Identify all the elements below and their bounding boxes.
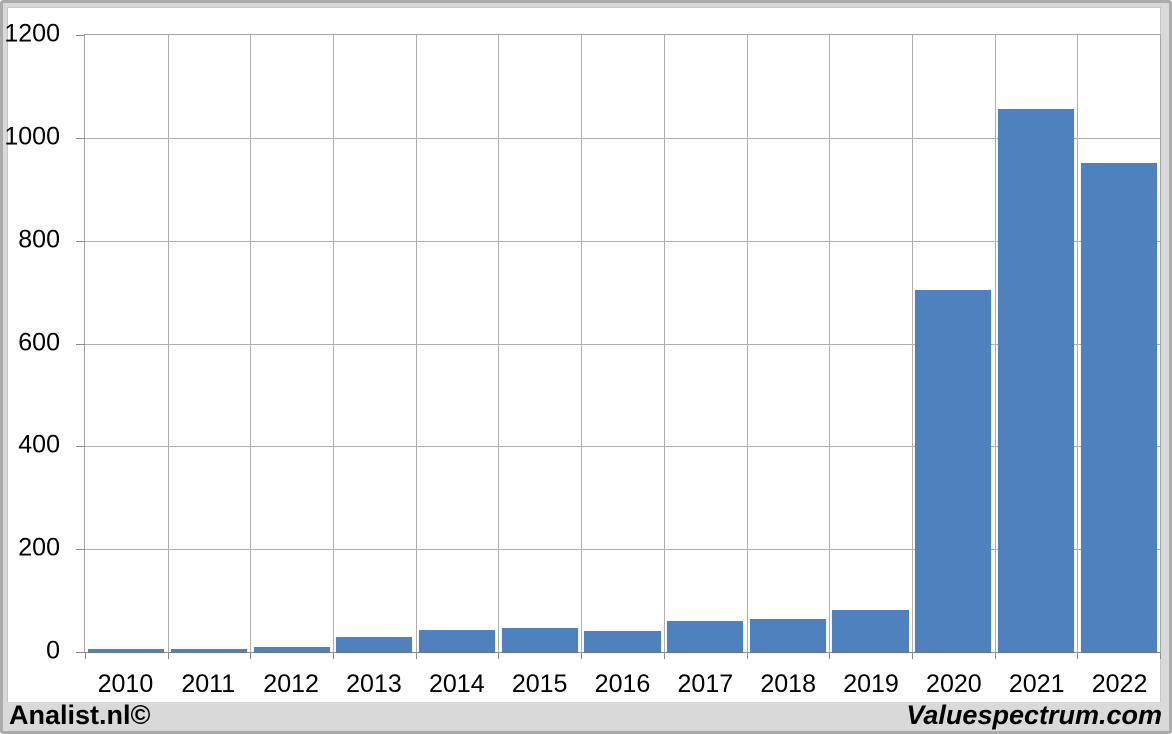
h-gridline-400 (85, 446, 1160, 448)
h-gridline-1000 (85, 137, 1160, 139)
x-tick-6 (581, 653, 583, 659)
v-gridline-2 (250, 35, 252, 652)
x-tick-0 (85, 653, 86, 659)
y-axis-labels: 0 200 400 600 800 1000 1200 (4, 20, 74, 665)
x-axis-label-2016: 2016 (594, 670, 651, 698)
x-axis-label-2012: 2012 (263, 670, 319, 698)
bar-2017 (667, 621, 744, 652)
v-gridline-11 (994, 35, 996, 652)
bar-cell-2016 (581, 35, 664, 652)
x-axis-label-2019: 2019 (843, 670, 899, 698)
bar-2010 (88, 648, 165, 652)
h-gridline-200 (85, 549, 1160, 551)
bar-cell-2012 (250, 35, 333, 652)
v-gridline-7 (663, 35, 665, 652)
x-axis-label-2020: 2020 (926, 670, 982, 698)
v-gridline-8 (746, 35, 748, 652)
y-tick-1200 (76, 35, 85, 36)
bar-cell-2021 (995, 35, 1078, 652)
x-tick-4 (415, 653, 417, 659)
x-axis-label-2010: 2010 (97, 670, 154, 698)
y-axis-label-1200: 1200 (4, 19, 60, 48)
bar-cell-2010 (85, 35, 168, 652)
x-tick-3 (333, 653, 335, 659)
bar-cell-2014 (416, 35, 499, 652)
y-tick-600 (76, 343, 85, 345)
x-tick-8 (746, 653, 748, 659)
bar-2016 (584, 630, 661, 652)
x-tick-9 (829, 653, 831, 659)
bar-cell-2022 (1077, 35, 1160, 652)
x-axis-label-2014: 2014 (428, 670, 485, 698)
bar-2018 (749, 619, 826, 652)
source-analist-label: Analist.nl© (9, 700, 151, 730)
x-axis-label-2015: 2015 (511, 670, 568, 698)
bar-series (85, 35, 1160, 652)
y-axis-label-0: 0 (46, 636, 60, 665)
y-axis-label-1000: 1000 (4, 122, 60, 151)
bar-cell-2018 (747, 35, 830, 652)
v-gridline-10 (911, 35, 913, 652)
footer-bar: Analist.nl© Valuespectrum.com (3, 700, 1169, 731)
bar-2014 (419, 629, 496, 652)
y-tick-1000 (76, 137, 85, 139)
bar-2020 (915, 289, 992, 652)
bar-cell-2019 (829, 35, 912, 652)
chart-panel: 0 200 400 600 800 1000 1200 2010 2011 2012 2013 20… (4, 7, 1161, 705)
v-gridline-3 (333, 35, 335, 652)
bar-2019 (832, 609, 909, 652)
bar-2012 (253, 647, 330, 652)
bar-cell-2020 (912, 35, 995, 652)
y-tick-0 (76, 652, 85, 653)
x-axis-label-2011: 2011 (181, 670, 236, 698)
bar-2015 (501, 628, 578, 652)
v-gridline-5 (498, 35, 500, 652)
x-axis-label-2018: 2018 (760, 670, 816, 698)
bar-2022 (1080, 163, 1157, 652)
x-tick-2 (250, 653, 252, 659)
x-axis-label-2017: 2017 (677, 670, 734, 698)
x-tick-10 (911, 653, 913, 659)
v-gridline-1 (167, 35, 169, 652)
bar-2011 (170, 648, 248, 652)
y-tick-800 (76, 240, 85, 242)
x-tick-12 (1077, 653, 1079, 659)
x-axis-label-2021: 2021 (1008, 670, 1065, 698)
bar-cell-2013 (333, 35, 416, 652)
y-axis-label-600: 600 (18, 328, 60, 356)
v-gridline-9 (829, 35, 831, 652)
y-axis-label-400: 400 (18, 430, 60, 459)
x-axis-label-2022: 2022 (1091, 670, 1148, 698)
source-valuespectrum-label: Valuespectrum.com (906, 700, 1162, 730)
v-gridline-6 (581, 35, 583, 652)
x-tick-7 (663, 653, 665, 659)
x-tick-5 (498, 653, 500, 659)
y-axis-label-800: 800 (18, 225, 60, 254)
h-gridline-800 (85, 240, 1160, 242)
x-axis-labels: 2010 2011 2012 2013 2014 2015 2016 2017 2018 2019… (84, 658, 1161, 704)
y-tick-200 (76, 549, 85, 551)
plot-area (76, 34, 1161, 659)
x-tick-13 (1160, 653, 1161, 659)
bar-cell-2017 (664, 35, 747, 652)
bar-2013 (336, 637, 413, 652)
bar-2021 (997, 109, 1074, 652)
y-axis-label-200: 200 (18, 533, 60, 562)
x-tick-1 (167, 653, 169, 659)
v-gridline-4 (415, 35, 417, 652)
bar-cell-2011 (168, 35, 251, 652)
y-tick-400 (76, 446, 85, 448)
h-gridline-600 (85, 343, 1160, 345)
x-axis-label-2013: 2013 (346, 670, 402, 698)
v-gridline-12 (1077, 35, 1079, 652)
bar-cell-2015 (498, 35, 581, 652)
x-tick-11 (994, 653, 996, 659)
